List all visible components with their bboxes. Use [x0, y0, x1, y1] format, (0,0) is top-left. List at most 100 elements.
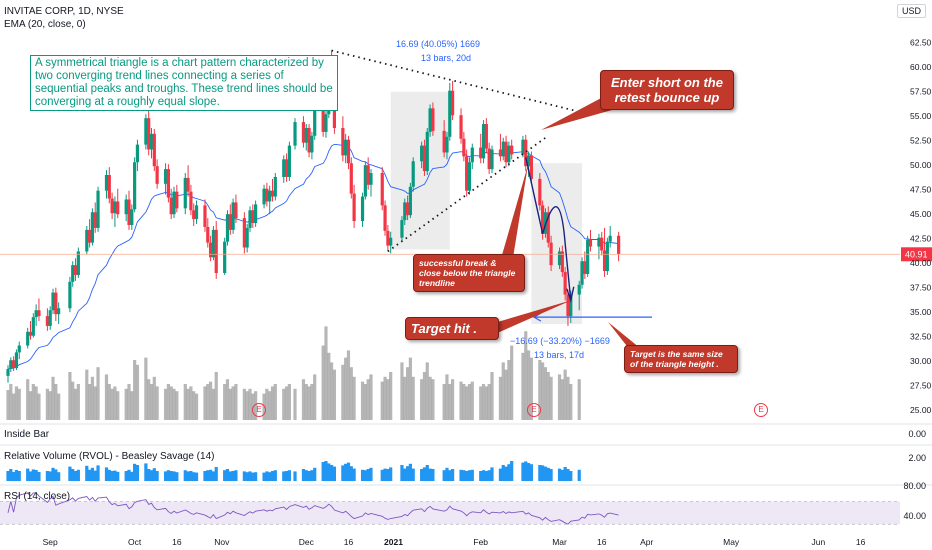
rsi-line — [7, 492, 619, 525]
rvol-bar — [214, 467, 218, 481]
rvol-bar — [189, 471, 193, 481]
volume-bar — [130, 391, 134, 420]
rvol-bar — [563, 467, 567, 481]
rvol-bar — [28, 471, 33, 481]
volume-bar — [9, 384, 13, 420]
rvol-bar — [93, 470, 97, 481]
rvol-bar — [54, 469, 58, 481]
volume-bar — [57, 393, 61, 420]
y-tick-label: 55.00 — [910, 111, 932, 121]
rvol-bar — [231, 471, 235, 481]
candle-body — [175, 191, 179, 209]
candle-body — [521, 139, 525, 155]
candle-body — [403, 202, 407, 221]
candle-body — [37, 310, 41, 317]
symbol-title: INVITAE CORP, 1D, NYSE — [4, 6, 124, 17]
volume-bar — [467, 384, 472, 420]
volume-bar — [192, 391, 196, 420]
candle-body — [57, 308, 61, 315]
callout-break: successful break & close below the trian… — [413, 254, 525, 292]
candle-body — [206, 226, 210, 243]
rvol-bar — [135, 465, 140, 481]
x-tick-label: 16 — [344, 537, 354, 547]
candle-body — [400, 220, 404, 238]
rvol-bar — [408, 463, 412, 481]
volume-bar — [408, 357, 412, 420]
x-axis[interactable]: Sep Oct 16 Nov Dec 16 2021 Feb Mar 16 Apr May Jun 16 — [43, 537, 866, 547]
earnings-marker-1[interactable]: E — [252, 403, 266, 417]
candle-body — [605, 241, 609, 272]
candle-body — [344, 139, 348, 156]
earnings-marker-2[interactable]: E — [527, 403, 541, 417]
candle-body — [31, 317, 35, 336]
candle-body — [26, 331, 30, 346]
volume-bar — [169, 386, 173, 420]
rvol-bar — [310, 470, 314, 481]
rvol-bar — [133, 463, 137, 481]
volume-bar — [329, 362, 334, 420]
candle-body — [104, 175, 109, 191]
y-axis[interactable]: 62.50 60.00 57.50 55.00 52.50 50.00 47.50 45.00… — [910, 38, 932, 416]
candle-body — [169, 197, 173, 215]
candle-body — [408, 186, 412, 216]
x-tick-label: Apr — [640, 537, 653, 547]
candle-body — [569, 294, 573, 317]
rvol-bar — [498, 468, 503, 481]
volume-bar — [293, 388, 297, 420]
volume-bar — [149, 384, 154, 420]
candle-body — [183, 177, 187, 209]
volume-bar — [459, 381, 463, 420]
volume-bar — [310, 384, 314, 420]
volume-bar — [284, 386, 289, 420]
rvol-bar — [487, 470, 491, 481]
candle-body — [12, 360, 16, 369]
volume-bar — [104, 374, 109, 420]
y-tick-label: 27.50 — [910, 381, 932, 391]
candle-body — [14, 352, 19, 369]
volume-bar — [76, 384, 80, 420]
volume-bar — [186, 388, 190, 420]
rvol-bar — [541, 465, 545, 481]
volume-bar — [183, 384, 187, 420]
volume-bar — [566, 376, 570, 420]
rvol-bar — [327, 463, 331, 481]
candle-body — [321, 110, 325, 132]
volume-bar — [175, 391, 179, 420]
rvol-bar — [6, 471, 10, 481]
earnings-marker-3[interactable]: E — [754, 403, 768, 417]
currency-badge[interactable]: USD — [896, 4, 926, 18]
rvol-bar — [366, 469, 370, 481]
volume-bar — [206, 384, 210, 420]
candle-body — [470, 147, 474, 163]
y-tick-label: 25.00 — [910, 405, 932, 415]
candle-body — [405, 202, 410, 216]
candle-body — [273, 176, 277, 197]
rvol-bar — [549, 469, 553, 481]
candle-body — [304, 127, 308, 143]
rvol-bar — [543, 466, 548, 481]
callout-enter-short: Enter short on the retest bounce up — [600, 70, 734, 110]
rvol-bar — [73, 471, 78, 481]
candle-body — [262, 188, 266, 205]
candle-body — [510, 145, 514, 155]
rvol-bar — [287, 470, 291, 481]
rvol-bar — [560, 469, 564, 481]
volume-bar — [152, 376, 156, 420]
volume-bar — [380, 381, 384, 420]
candle-body — [448, 90, 452, 137]
volume-bar — [498, 376, 503, 420]
candle-body — [608, 235, 612, 242]
candle-body — [445, 136, 449, 153]
candle-body — [383, 205, 387, 231]
inside-bar-label: Inside Bar — [4, 429, 50, 440]
candle-body — [332, 96, 337, 128]
candle-body — [225, 214, 230, 242]
rvol-bar — [155, 471, 159, 481]
rvol-bar — [448, 470, 452, 481]
volume-bar — [327, 352, 331, 420]
candle-body — [386, 230, 390, 246]
rvol-bar — [363, 470, 367, 481]
rvol-bar — [405, 466, 410, 481]
candle-body — [450, 90, 455, 116]
